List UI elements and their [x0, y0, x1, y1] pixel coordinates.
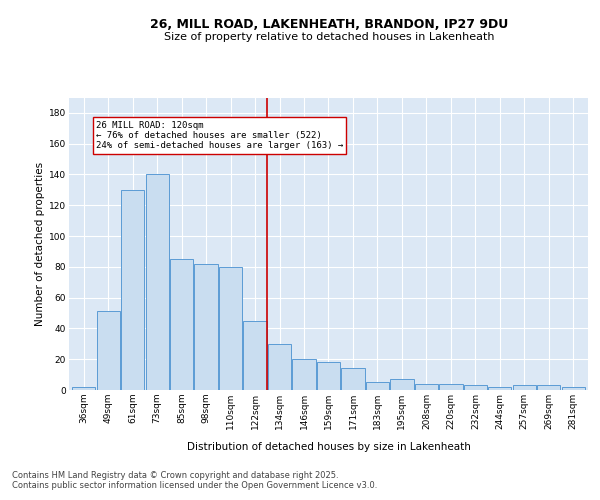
Text: 26 MILL ROAD: 120sqm
← 76% of detached houses are smaller (522)
24% of semi-deta: 26 MILL ROAD: 120sqm ← 76% of detached h…: [96, 120, 343, 150]
Bar: [341, 368, 365, 390]
Bar: [537, 386, 560, 390]
Y-axis label: Number of detached properties: Number of detached properties: [35, 162, 45, 326]
Text: 26, MILL ROAD, LAKENHEATH, BRANDON, IP27 9DU: 26, MILL ROAD, LAKENHEATH, BRANDON, IP27…: [149, 18, 508, 30]
Bar: [170, 259, 193, 390]
Text: Distribution of detached houses by size in Lakenheath: Distribution of detached houses by size …: [187, 442, 471, 452]
Bar: [292, 359, 316, 390]
Bar: [391, 379, 413, 390]
Bar: [366, 382, 389, 390]
Bar: [317, 362, 340, 390]
Text: Contains public sector information licensed under the Open Government Licence v3: Contains public sector information licen…: [12, 482, 377, 490]
Text: Contains HM Land Registry data © Crown copyright and database right 2025.: Contains HM Land Registry data © Crown c…: [12, 472, 338, 480]
Bar: [488, 387, 511, 390]
Bar: [464, 386, 487, 390]
Bar: [97, 312, 120, 390]
Bar: [121, 190, 144, 390]
Bar: [513, 386, 536, 390]
Bar: [244, 320, 266, 390]
Text: Size of property relative to detached houses in Lakenheath: Size of property relative to detached ho…: [164, 32, 494, 42]
Bar: [268, 344, 291, 390]
Bar: [219, 267, 242, 390]
Bar: [415, 384, 438, 390]
Bar: [146, 174, 169, 390]
Bar: [439, 384, 463, 390]
Bar: [72, 387, 95, 390]
Bar: [194, 264, 218, 390]
Bar: [562, 387, 585, 390]
